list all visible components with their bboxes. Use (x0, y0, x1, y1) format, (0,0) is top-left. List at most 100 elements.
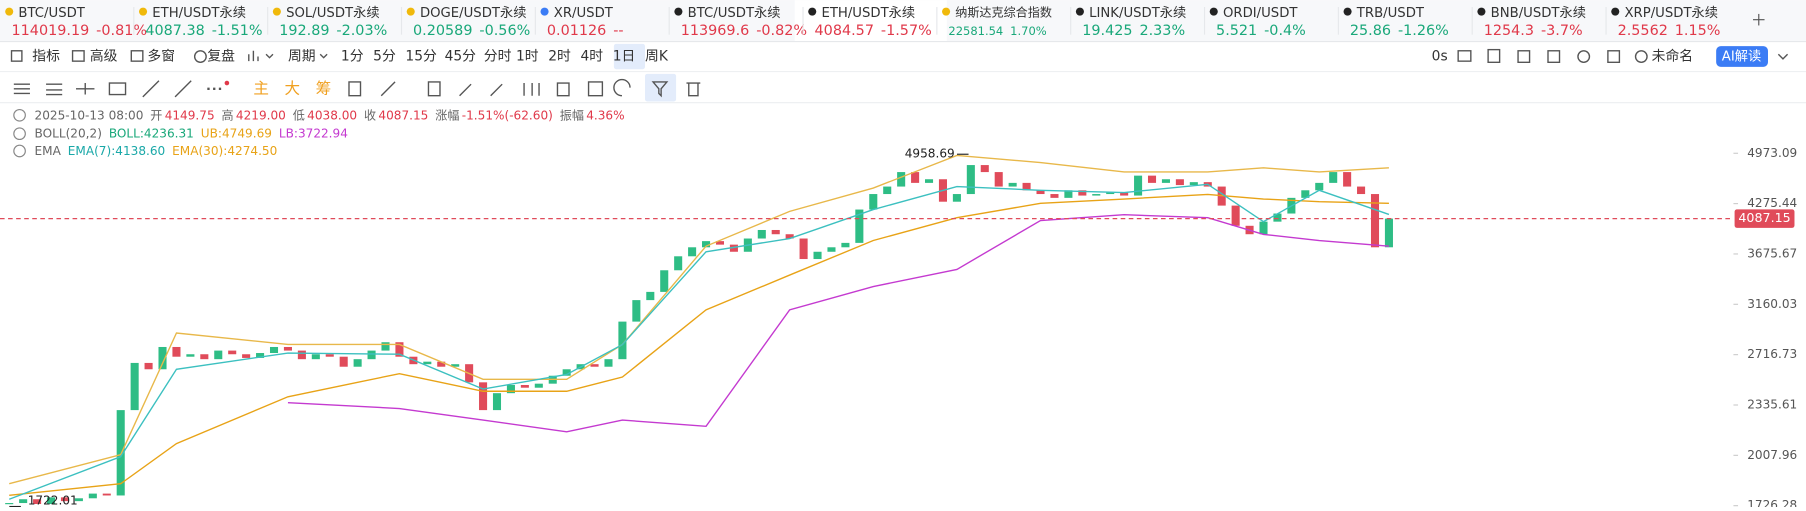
icon[interactable] (13, 83, 30, 95)
icon[interactable] (46, 83, 63, 96)
ticker-quote: 113969.6 -0.82% (681, 23, 807, 39)
icon[interactable] (1607, 50, 1621, 63)
period[interactable]: 15分 (405, 49, 437, 65)
toolbar-item[interactable]: 高级 (90, 48, 118, 65)
ticker-quote: 192.89 -2.03% (279, 23, 387, 39)
candle (1231, 205, 1240, 226)
indicator-value: BOLL:4236.31 (109, 126, 194, 140)
candle (1329, 172, 1338, 183)
candle (757, 229, 766, 239)
ticker-name[interactable]: XR/USDT (554, 6, 614, 21)
candle (46, 497, 56, 505)
drawing-label[interactable]: 筹 (316, 79, 332, 97)
ai-button[interactable]: AI解读 (1722, 49, 1761, 65)
candle (1189, 182, 1198, 186)
ticker-icon (139, 7, 148, 16)
candle (1120, 192, 1129, 196)
field-value: -1.51%(-62.60) (462, 108, 553, 122)
icon[interactable] (1517, 50, 1531, 63)
icon[interactable] (1547, 50, 1561, 63)
layout-name[interactable]: 未命名 (1652, 48, 1693, 65)
candle (632, 300, 641, 322)
candle (437, 361, 446, 367)
icon[interactable] (10, 50, 23, 62)
period[interactable]: 4时 (581, 49, 604, 65)
candle (1008, 182, 1017, 187)
ticker-price: 4084.57 (815, 23, 874, 39)
refresh[interactable]: 0s (1432, 49, 1448, 65)
icon[interactable] (76, 83, 95, 95)
field-label: 振幅 (560, 107, 584, 122)
candle (381, 342, 390, 351)
ticker-name[interactable]: ETH/USDT永续 (152, 5, 246, 21)
candle (688, 247, 697, 257)
ticker-quote: 4087.38 -1.51% (145, 23, 262, 39)
ticker-name[interactable]: XRP/USDT永续 (1624, 5, 1718, 21)
icon[interactable] (1577, 50, 1591, 63)
ticker-name[interactable]: BTC/USDT永续 (688, 5, 781, 21)
drawing-label[interactable]: 主 (253, 79, 269, 97)
ticker-quote: 25.86 -1.26% (1350, 23, 1449, 39)
ticker-name[interactable]: BNB/USDT永续 (1491, 5, 1586, 21)
icon[interactable] (130, 50, 144, 62)
toolbar-item[interactable]: 复盘 (207, 48, 235, 65)
toolbar-item[interactable]: 指标 (32, 49, 60, 65)
candle (855, 209, 864, 243)
period[interactable]: 45分 (445, 49, 477, 65)
ticker-name[interactable]: ORDI/USDT (1223, 6, 1298, 21)
period[interactable]: 周K (645, 49, 669, 65)
toolbar-item[interactable]: 周期 (288, 49, 316, 65)
ticker-change: -0.81% (96, 23, 147, 39)
ai-button-bg[interactable] (1716, 46, 1768, 67)
ticker-name[interactable]: ETH/USDT永续 (821, 5, 915, 21)
ticker-quote: 2.5562 1.15% (1618, 23, 1721, 39)
indicator-line (8, 183, 1390, 500)
candle (256, 353, 265, 358)
icon[interactable] (71, 50, 85, 62)
icon[interactable] (108, 82, 127, 96)
icon[interactable] (1777, 53, 1789, 60)
ticker-name[interactable]: BTC/USDT (18, 6, 85, 21)
icon[interactable] (193, 50, 207, 63)
indicator-value: LB:3722.94 (279, 126, 348, 140)
period[interactable]: 1日 (613, 49, 636, 65)
ticker-name[interactable]: 纳斯达克综合指数 (955, 4, 1052, 19)
icon[interactable] (1634, 50, 1648, 63)
period[interactable]: 5分 (373, 49, 396, 65)
ticker-name[interactable]: DOGE/USDT永续 (420, 5, 527, 21)
period[interactable]: 分时 (484, 49, 512, 65)
ticker-change: -1.26% (1398, 23, 1449, 39)
ticker-price: 25.86 (1350, 23, 1391, 39)
drawing-label[interactable]: 大 (284, 79, 300, 97)
annotation: 4958.69 (905, 147, 955, 161)
icon[interactable] (348, 78, 669, 98)
candle (1106, 192, 1115, 195)
active-tab[interactable] (794, 0, 947, 42)
ticker-quote: 0.01126 -- (547, 23, 624, 39)
indicator-icon (13, 127, 26, 141)
plot (5, 154, 1393, 505)
period[interactable]: 2时 (548, 49, 571, 65)
ticker-name[interactable]: LINK/USDT永续 (1089, 5, 1186, 21)
candle (604, 359, 613, 367)
field-value: 4219.00 (236, 108, 286, 122)
candle (1315, 182, 1324, 191)
icon[interactable] (686, 82, 701, 97)
icon[interactable] (1487, 48, 1501, 63)
icon[interactable] (1457, 50, 1472, 62)
ticker-price: 22581.54 (948, 24, 1003, 38)
candle (492, 393, 502, 411)
period[interactable]: 1时 (516, 49, 539, 65)
ticker-name[interactable]: SOL/USDT永续 (286, 5, 379, 21)
candle (269, 346, 279, 354)
price-tag (1734, 209, 1795, 228)
toolbar-item[interactable]: 多窗 (147, 48, 175, 65)
icon[interactable] (142, 80, 192, 98)
ticker-name[interactable]: TRB/USDT (1356, 6, 1425, 21)
period[interactable]: 1分 (341, 49, 364, 65)
ticker-change: 1.15% (1675, 23, 1721, 39)
icon[interactable] (248, 50, 259, 62)
candle (506, 385, 515, 394)
ticker-icon (1075, 7, 1084, 16)
ticker-icon (540, 7, 549, 16)
